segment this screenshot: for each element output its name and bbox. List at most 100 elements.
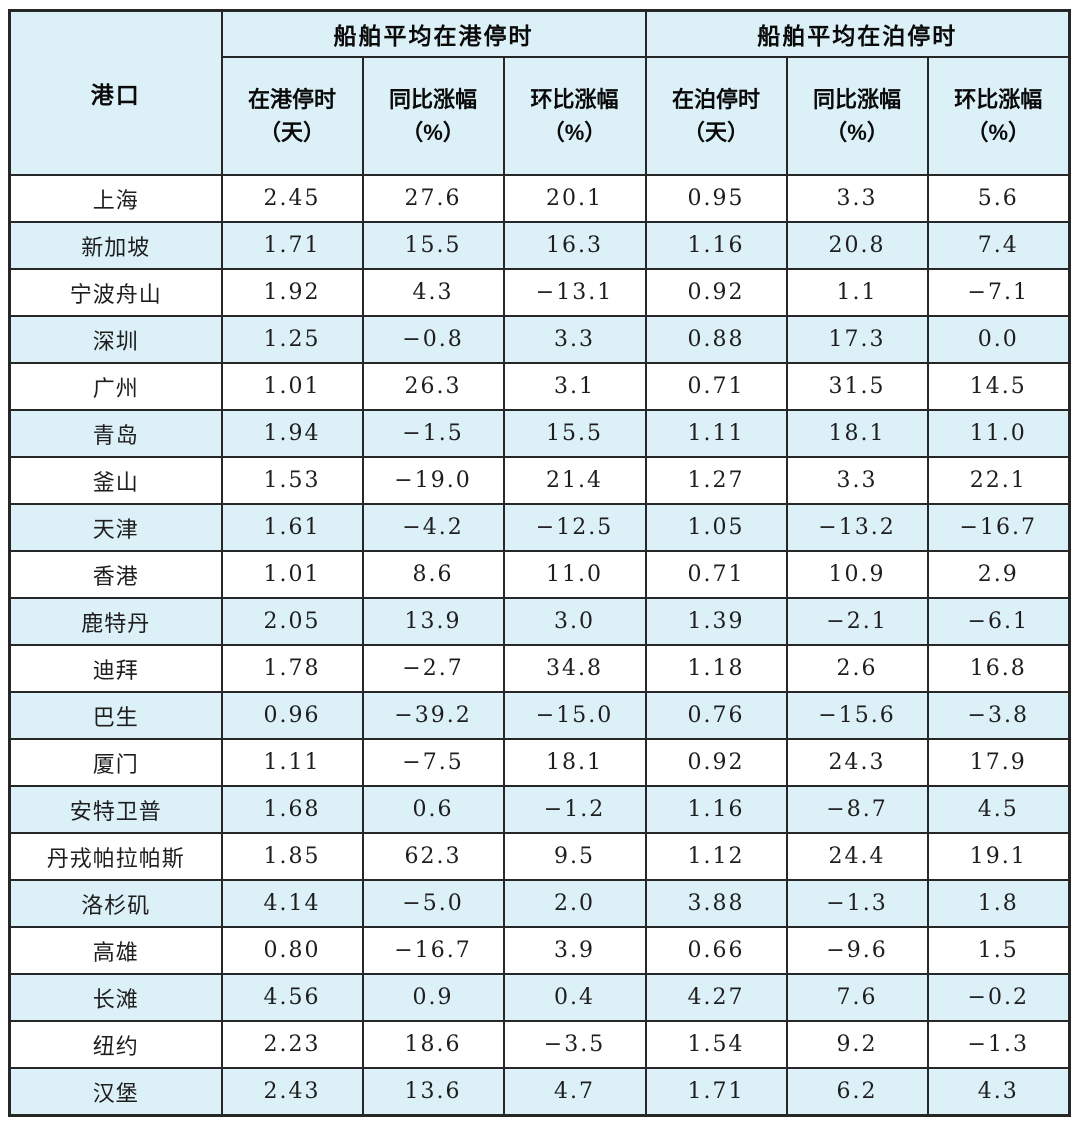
- value-cell: 3.9: [502, 926, 647, 975]
- table-row: 鹿特丹 2.05 13.9 3.0 1.39 −2.1 −6.1: [8, 597, 1071, 646]
- table-row: 青岛 1.94 −1.5 15.5 1.11 18.1 11.0: [8, 409, 1071, 458]
- port-name: 洛杉矶: [8, 879, 223, 928]
- table-row: 深圳 1.25 −0.8 3.3 0.88 17.3 0.0: [8, 315, 1071, 364]
- table-row: 洛杉矶 4.14 −5.0 2.0 3.88 −1.3 1.8: [8, 879, 1071, 928]
- value-cell: 7.4: [926, 221, 1071, 270]
- port-name: 高雄: [8, 926, 223, 975]
- value-cell: 24.4: [785, 832, 929, 881]
- value-cell: 2.0: [502, 879, 647, 928]
- port-name: 纽约: [8, 1020, 223, 1069]
- value-cell: 1.94: [220, 409, 364, 458]
- value-cell: −13.1: [502, 268, 647, 317]
- table-row: 宁波舟山 1.92 4.3 −13.1 0.92 1.1 −7.1: [8, 268, 1071, 317]
- value-cell: −1.3: [926, 1020, 1071, 1069]
- value-cell: 4.14: [220, 879, 364, 928]
- value-cell: 1.25: [220, 315, 364, 364]
- column-header-label: 环比涨幅: [954, 87, 1043, 112]
- table-row: 高雄 0.80 −16.7 3.9 0.66 −9.6 1.5: [8, 926, 1071, 975]
- port-name: 青岛: [8, 409, 223, 458]
- value-cell: 1.71: [644, 1067, 788, 1117]
- value-cell: −1.2: [502, 785, 647, 834]
- value-cell: 13.9: [361, 597, 505, 646]
- value-cell: 13.6: [361, 1067, 505, 1117]
- value-cell: −0.8: [361, 315, 505, 364]
- value-cell: −0.2: [926, 973, 1071, 1022]
- value-cell: 0.92: [644, 738, 788, 787]
- value-cell: 2.6: [785, 644, 929, 693]
- value-cell: 20.1: [502, 174, 647, 223]
- value-cell: 62.3: [361, 832, 505, 881]
- value-cell: 21.4: [502, 456, 647, 505]
- port-name: 广州: [8, 362, 223, 411]
- value-cell: 9.2: [785, 1020, 929, 1069]
- table-row: 上海 2.45 27.6 20.1 0.95 3.3 5.6: [8, 174, 1071, 223]
- column-header-unit: （天）: [258, 120, 325, 145]
- value-cell: 0.96: [220, 691, 364, 740]
- value-cell: 22.1: [926, 456, 1071, 505]
- table-row: 香港 1.01 8.6 11.0 0.71 10.9 2.9: [8, 550, 1071, 599]
- value-cell: 6.2: [785, 1067, 929, 1117]
- value-cell: 0.95: [644, 174, 788, 223]
- port-name: 长滩: [8, 973, 223, 1022]
- value-cell: 15.5: [361, 221, 505, 270]
- value-cell: 0.71: [644, 550, 788, 599]
- value-cell: −39.2: [361, 691, 505, 740]
- value-cell: 1.12: [644, 832, 788, 881]
- value-cell: 3.88: [644, 879, 788, 928]
- sub-header-row: 在港停时 （天） 同比涨幅 （%） 环比涨幅 （%） 在泊停时 （天） 同比涨幅 （%） 环比涨幅 （…: [10, 56, 1071, 176]
- value-cell: 0.6: [361, 785, 505, 834]
- value-cell: 1.5: [926, 926, 1071, 975]
- value-cell: 1.68: [220, 785, 364, 834]
- value-cell: −5.0: [361, 879, 505, 928]
- value-cell: 3.0: [502, 597, 647, 646]
- value-cell: −6.1: [926, 597, 1071, 646]
- value-cell: 27.6: [361, 174, 505, 223]
- value-cell: −9.6: [785, 926, 929, 975]
- table-row: 釜山 1.53 −19.0 21.4 1.27 3.3 22.1: [8, 456, 1071, 505]
- value-cell: 2.05: [220, 597, 364, 646]
- value-cell: 1.16: [644, 221, 788, 270]
- value-cell: −8.7: [785, 785, 929, 834]
- port-name: 厦门: [8, 738, 223, 787]
- table-row: 新加坡 1.71 15.5 16.3 1.16 20.8 7.4: [8, 221, 1071, 270]
- value-cell: 11.0: [502, 550, 647, 599]
- value-cell: 2.43: [220, 1067, 364, 1117]
- value-cell: 2.9: [926, 550, 1071, 599]
- value-cell: 1.18: [644, 644, 788, 693]
- value-cell: 18.1: [785, 409, 929, 458]
- value-cell: −2.1: [785, 597, 929, 646]
- port-name: 深圳: [8, 315, 223, 364]
- value-cell: 1.78: [220, 644, 364, 693]
- port-name: 汉堡: [8, 1067, 223, 1117]
- value-cell: 1.05: [644, 503, 788, 552]
- port-name: 鹿特丹: [8, 597, 223, 646]
- value-cell: 31.5: [785, 362, 929, 411]
- value-cell: −7.1: [926, 268, 1071, 317]
- column-header: 在港停时 （天）: [220, 56, 364, 176]
- value-cell: 1.53: [220, 456, 364, 505]
- value-cell: 5.6: [926, 174, 1071, 223]
- value-cell: 0.76: [644, 691, 788, 740]
- value-cell: 4.5: [926, 785, 1071, 834]
- value-cell: 15.5: [502, 409, 647, 458]
- column-header-unit: （天）: [683, 120, 750, 145]
- table-row: 厦门 1.11 −7.5 18.1 0.92 24.3 17.9: [8, 738, 1071, 787]
- value-cell: −19.0: [361, 456, 505, 505]
- value-cell: 4.27: [644, 973, 788, 1022]
- port-name: 安特卫普: [8, 785, 223, 834]
- value-cell: −16.7: [361, 926, 505, 975]
- value-cell: 0.9: [361, 973, 505, 1022]
- value-cell: 11.0: [926, 409, 1071, 458]
- value-cell: 1.1: [785, 268, 929, 317]
- value-cell: 4.7: [502, 1067, 647, 1117]
- value-cell: 17.9: [926, 738, 1071, 787]
- value-cell: 1.92: [220, 268, 364, 317]
- value-cell: 20.8: [785, 221, 929, 270]
- value-cell: 1.27: [644, 456, 788, 505]
- value-cell: 0.66: [644, 926, 788, 975]
- column-header-unit: （%）: [401, 120, 465, 145]
- table-row: 纽约 2.23 18.6 −3.5 1.54 9.2 −1.3: [8, 1020, 1071, 1069]
- value-cell: 17.3: [785, 315, 929, 364]
- port-name: 巴生: [8, 691, 223, 740]
